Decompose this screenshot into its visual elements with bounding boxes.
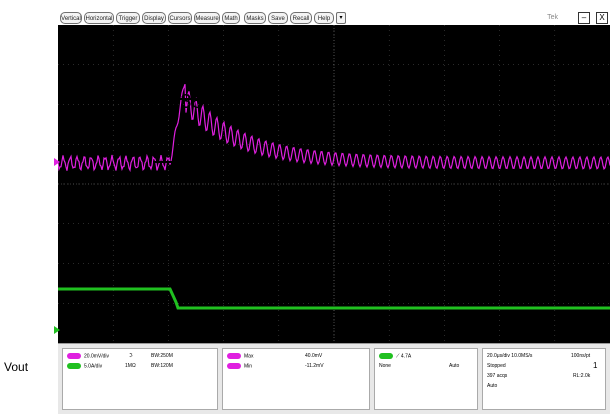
menu-horizontal[interactable]: Horizontal <box>84 12 114 24</box>
delta-v-annotation: ΔV=38mV <box>142 91 233 113</box>
ch2-badge-icon <box>67 363 81 369</box>
acq-count: 397 acqs <box>487 373 508 379</box>
ch2-bw: B <box>151 363 155 369</box>
meas2-badge-icon <box>227 363 241 369</box>
close-button[interactable]: X <box>596 12 608 24</box>
menu-masks[interactable]: Masks <box>244 12 266 24</box>
tek-logo: Tek <box>547 14 558 21</box>
trigger-level: 4.7A <box>400 353 412 360</box>
ch1-coupling: ℑ <box>129 353 133 359</box>
trigger-type: None <box>379 363 391 369</box>
graticule <box>58 25 610 343</box>
ch2-scale: 5.0A/div <box>84 363 103 370</box>
acq-state: Stopped <box>487 363 506 369</box>
acq-mode: Auto <box>487 383 498 389</box>
acq-sample-rate: 10.0MS/s <box>511 353 533 359</box>
ch2-ground-marker-icon <box>54 326 60 334</box>
vout-annotation: Vout(AC) 20mV/div <box>373 106 535 127</box>
trigger-box[interactable]: ⟋ 4.7A None Auto <box>374 348 478 410</box>
meas1-label: Max <box>244 353 254 360</box>
menu-cursors[interactable]: Cursors <box>168 12 192 24</box>
ch2-coupling: 1MΩ <box>125 363 136 369</box>
menu-recall[interactable]: Recall <box>290 12 312 24</box>
meas1-value: 40.0mV <box>305 353 323 359</box>
meas2-value: -11.2mV <box>305 363 324 369</box>
menu-help[interactable]: Help <box>314 12 334 24</box>
trigger-edge-icon: ⟋ <box>396 353 400 360</box>
trigger-source-icon <box>379 353 393 359</box>
waveform-plot <box>58 25 610 343</box>
meas2-label: Min <box>244 363 253 370</box>
menu-measure[interactable]: Measure <box>194 12 220 24</box>
iout-annotation: Iout 5A/div <box>423 283 513 304</box>
status-panel: 20.0mV/div ℑ BW:250M 5.0A/div 1MΩ BW:120… <box>58 343 610 414</box>
ch2-bw-value: W:120M <box>154 363 173 369</box>
ch2-current-trace <box>58 287 610 310</box>
scope-display <box>58 25 610 343</box>
trigger-mode: Auto <box>449 363 460 369</box>
acq-marker: 1 <box>593 361 598 370</box>
menu-vertical[interactable]: Vertical <box>60 12 82 24</box>
minimize-button[interactable]: – <box>578 12 590 24</box>
menu-trigger[interactable]: Trigger <box>116 12 140 24</box>
acq-timebase: 20.0μs/div <box>487 353 510 359</box>
menu-math[interactable]: Math <box>222 12 240 24</box>
menu-display[interactable]: Display <box>142 12 166 24</box>
timebase-annotation: 20us/div <box>419 64 490 85</box>
ch1-bw: B <box>151 353 155 359</box>
acq-resolution: 100ns/pt <box>571 353 591 359</box>
vout-side-label: Vout <box>4 360 29 374</box>
meas1-badge-icon <box>227 353 241 359</box>
ch1-bw-value: W:250M <box>154 353 173 359</box>
ch1-scale: 20.0mV/div <box>84 353 110 360</box>
ch1-badge-icon <box>67 353 81 359</box>
delta-v-underline <box>136 98 266 100</box>
acq-record-length: RL:2.0k <box>573 373 591 379</box>
menu-save[interactable]: Save <box>268 12 288 24</box>
acquisition-box[interactable]: 20.0μs/div 10.0MS/s 100ns/pt Stopped 1 3… <box>482 348 606 410</box>
ch1-ground-marker-icon <box>54 158 60 166</box>
menu-bar: Vertical Horizontal Trigger Display Curs… <box>58 8 610 30</box>
channel-info-box[interactable]: 20.0mV/div ℑ BW:250M 5.0A/div 1MΩ BW:120… <box>62 348 218 410</box>
menu-dropdown-icon[interactable]: ▾ <box>336 12 346 24</box>
ch1-voltage-trace <box>58 84 610 173</box>
measurement-box[interactable]: Max 40.0mV Min -11.2mV <box>222 348 370 410</box>
